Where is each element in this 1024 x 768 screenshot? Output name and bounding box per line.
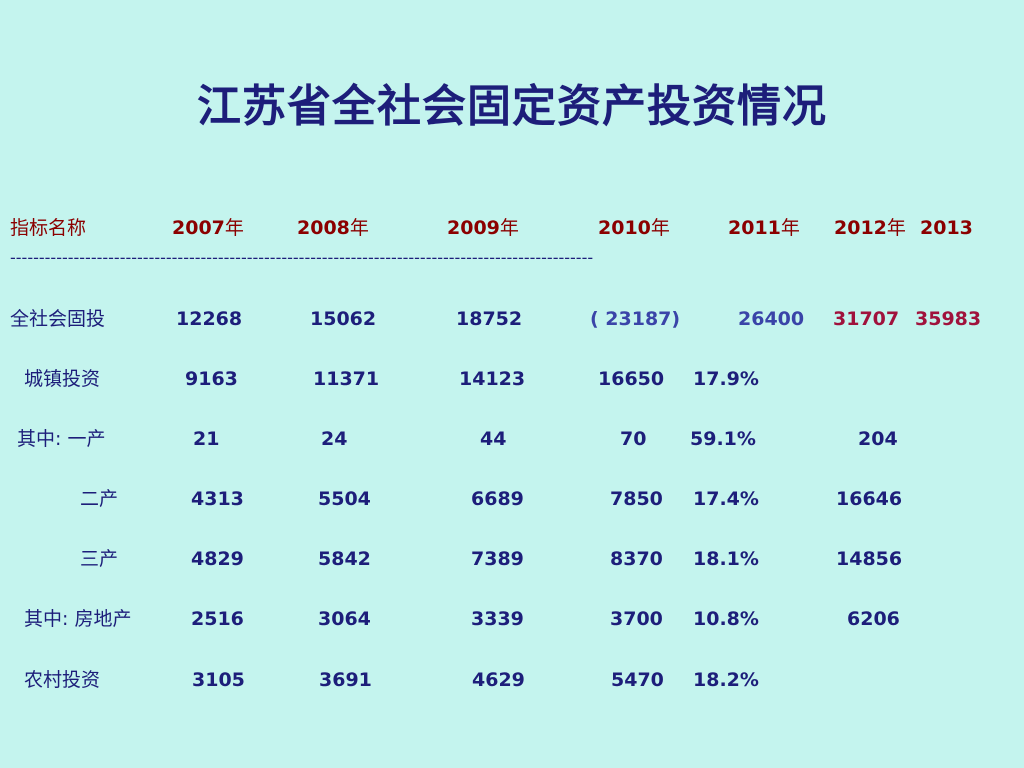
cell-secondary-2007: 4313 [191, 488, 244, 510]
cell-total-2013: 35983 [915, 308, 982, 330]
cell-realestate-2008: 3064 [318, 608, 371, 630]
cell-realestate-2007: 2516 [191, 608, 244, 630]
cell-urban-2007: 9163 [185, 368, 238, 390]
header-year-2012: 2012年 [834, 216, 906, 240]
row-label-total: 全社会固投 [10, 308, 106, 330]
cell-secondary-growth: 17.4% [693, 488, 759, 510]
cell-total-2011: 26400 [738, 308, 805, 330]
cell-urban-2010: 16650 [598, 368, 665, 390]
header-year-2010: 2010年 [598, 216, 670, 240]
row-label-secondary: 二产 [80, 488, 119, 510]
cell-primary-2009: 44 [480, 428, 507, 450]
row-label-urban: 城镇投资 [24, 368, 101, 390]
cell-primary-growth: 59.1% [690, 428, 756, 450]
header-year-suffix: 年 [886, 217, 906, 239]
header-year-2013: 2013 [920, 216, 973, 240]
header-year-suffix: 年 [499, 217, 519, 239]
header-year-num: 2012 [834, 217, 887, 239]
row-label-rural: 农村投资 [24, 669, 101, 691]
cell-primary-2008: 24 [321, 428, 348, 450]
cell-secondary-2008: 5504 [318, 488, 371, 510]
header-year-num: 2007 [172, 217, 225, 239]
cell-rural-2008: 3691 [319, 669, 372, 691]
cell-secondary-2012: 16646 [836, 488, 903, 510]
cell-realestate-2012: 6206 [847, 608, 900, 630]
cell-primary-2010: 70 [620, 428, 647, 450]
cell-rural-growth: 18.2% [693, 669, 759, 691]
header-year-2008: 2008年 [297, 216, 369, 240]
header-year-2007: 2007年 [172, 216, 244, 240]
cell-primary-2007: 21 [193, 428, 220, 450]
header-year-suffix: 年 [349, 217, 369, 239]
header-year-2011: 2011年 [728, 216, 800, 240]
cell-total-2008: 15062 [310, 308, 377, 330]
row-label-tertiary: 三产 [80, 548, 119, 570]
header-indicator-name: 指标名称 [10, 217, 87, 239]
cell-total-2007: 12268 [176, 308, 243, 330]
cell-tertiary-2008: 5842 [318, 548, 371, 570]
separator-line: ----------------------------------------… [10, 248, 594, 267]
header-year-num: 2009 [447, 217, 500, 239]
cell-total-2010: ( 23187) [590, 308, 681, 330]
cell-total-2009: 18752 [456, 308, 523, 330]
row-label-realestate: 其中: 房地产 [24, 608, 132, 630]
header-year-suffix: 年 [224, 217, 244, 239]
header-year-suffix: 年 [650, 217, 670, 239]
page-title: 江苏省全社会固定资产投资情况 [197, 81, 827, 132]
header-year-num: 2010 [598, 217, 651, 239]
cell-urban-2009: 14123 [459, 368, 526, 390]
header-year-num: 2011 [728, 217, 781, 239]
cell-realestate-2010: 3700 [610, 608, 663, 630]
cell-secondary-2009: 6689 [471, 488, 524, 510]
cell-rural-2009: 4629 [472, 669, 525, 691]
cell-secondary-2010: 7850 [610, 488, 663, 510]
cell-tertiary-2010: 8370 [610, 548, 663, 570]
cell-primary-2012: 204 [858, 428, 898, 450]
header-year-num: 2013 [920, 217, 973, 239]
header-year-suffix: 年 [780, 217, 800, 239]
cell-urban-2008: 11371 [313, 368, 380, 390]
cell-rural-2010: 5470 [611, 669, 664, 691]
row-label-primary: 其中: 一产 [17, 428, 106, 450]
cell-realestate-2009: 3339 [471, 608, 524, 630]
cell-tertiary-2012: 14856 [836, 548, 903, 570]
cell-realestate-growth: 10.8% [693, 608, 759, 630]
cell-tertiary-2007: 4829 [191, 548, 244, 570]
cell-rural-2007: 3105 [192, 669, 245, 691]
header-year-num: 2008 [297, 217, 350, 239]
cell-total-2012: 31707 [833, 308, 900, 330]
header-year-2009: 2009年 [447, 216, 519, 240]
cell-urban-growth: 17.9% [693, 368, 759, 390]
cell-tertiary-growth: 18.1% [693, 548, 759, 570]
cell-tertiary-2009: 7389 [471, 548, 524, 570]
